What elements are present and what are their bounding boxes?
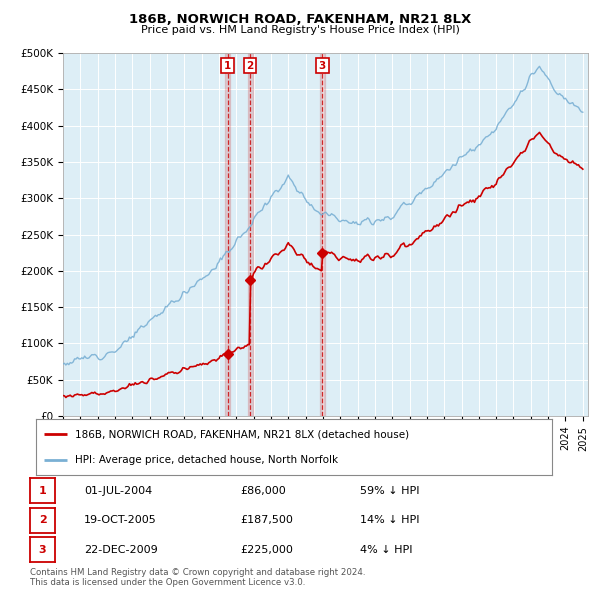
Text: 2: 2 — [39, 516, 46, 525]
Text: Price paid vs. HM Land Registry's House Price Index (HPI): Price paid vs. HM Land Registry's House … — [140, 25, 460, 35]
Text: 19-OCT-2005: 19-OCT-2005 — [84, 516, 157, 525]
Text: 22-DEC-2009: 22-DEC-2009 — [84, 545, 158, 555]
Text: 186B, NORWICH ROAD, FAKENHAM, NR21 8LX (detached house): 186B, NORWICH ROAD, FAKENHAM, NR21 8LX (… — [74, 429, 409, 439]
Text: 1: 1 — [39, 486, 46, 496]
Text: 3: 3 — [39, 545, 46, 555]
Bar — [320, 53, 325, 416]
Text: HPI: Average price, detached house, North Norfolk: HPI: Average price, detached house, Nort… — [74, 455, 338, 465]
Text: 14% ↓ HPI: 14% ↓ HPI — [360, 516, 419, 525]
Text: 2: 2 — [247, 61, 254, 71]
Text: 1: 1 — [224, 61, 231, 71]
Bar — [248, 53, 253, 416]
Text: 186B, NORWICH ROAD, FAKENHAM, NR21 8LX: 186B, NORWICH ROAD, FAKENHAM, NR21 8LX — [129, 13, 471, 26]
Text: Contains HM Land Registry data © Crown copyright and database right 2024.
This d: Contains HM Land Registry data © Crown c… — [30, 568, 365, 587]
Bar — [225, 53, 230, 416]
Text: 3: 3 — [319, 61, 326, 71]
Text: 59% ↓ HPI: 59% ↓ HPI — [360, 486, 419, 496]
Text: 4% ↓ HPI: 4% ↓ HPI — [360, 545, 413, 555]
Text: 01-JUL-2004: 01-JUL-2004 — [84, 486, 152, 496]
Text: £86,000: £86,000 — [240, 486, 286, 496]
Text: £187,500: £187,500 — [240, 516, 293, 525]
Text: £225,000: £225,000 — [240, 545, 293, 555]
